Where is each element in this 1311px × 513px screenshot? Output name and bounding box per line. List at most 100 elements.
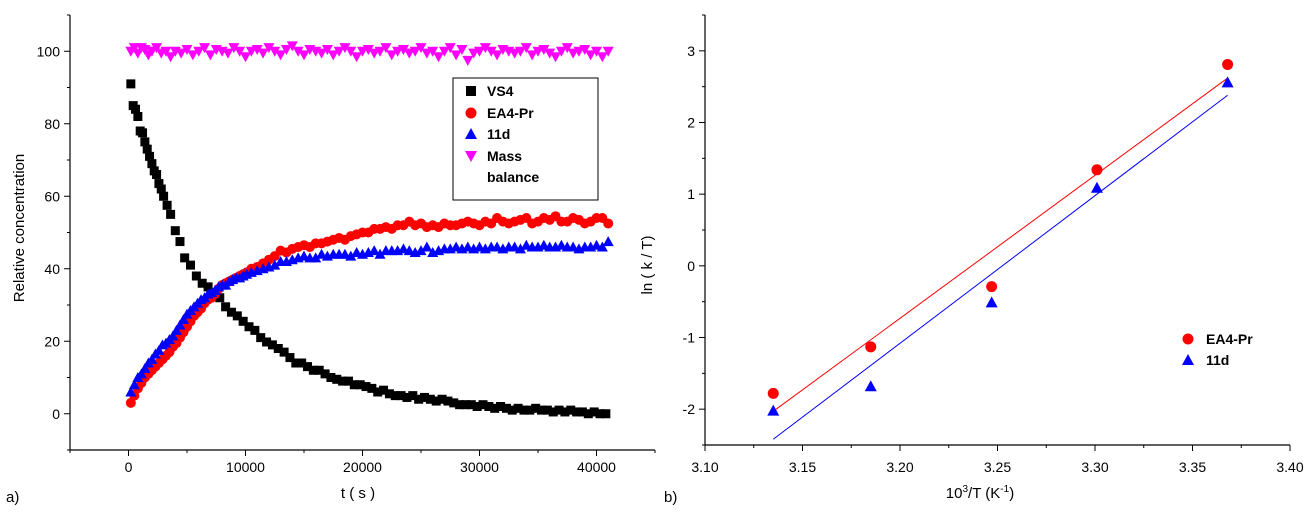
- panel-b-point: [1090, 181, 1103, 193]
- panel-a-legend-label: VS4: [487, 83, 514, 99]
- panel-a-point: [548, 407, 558, 417]
- panel-a-point: [316, 48, 328, 59]
- panel-b-marks: [767, 58, 1234, 440]
- panel-b-xlabel-base: 10: [946, 485, 963, 502]
- panel-b-point: [864, 380, 877, 392]
- panel-a-point: [159, 191, 169, 201]
- panel-a-point: [443, 396, 453, 406]
- panel-a-point: [174, 319, 186, 330]
- panel-a-ytick-label: 60: [44, 188, 60, 204]
- panel-a-point: [374, 46, 386, 57]
- panel-a-point: [408, 391, 418, 401]
- panel-b-xlabel-sup2: -1: [1000, 484, 1009, 495]
- panel-a-point: [437, 394, 447, 404]
- panel-a-point: [240, 52, 251, 63]
- panel-b-legend-marker: [1182, 354, 1194, 365]
- panel-b-ytick-label: 1: [687, 186, 695, 202]
- panel-b-point: [1091, 164, 1103, 176]
- panel-a-point: [585, 50, 597, 61]
- panel-a-ytick-label: 0: [52, 406, 60, 422]
- panel-a-point: [491, 50, 503, 61]
- panel-a-point: [345, 250, 357, 261]
- panel-a-point: [175, 48, 187, 59]
- panel-a-point: [140, 137, 150, 147]
- panel-a-point: [203, 282, 213, 292]
- panel-a-point: [250, 325, 260, 335]
- panel-a-series-1: [125, 211, 614, 408]
- panel-a-point: [338, 376, 348, 386]
- panel-a-point: [409, 46, 421, 57]
- panel-a-point: [414, 394, 424, 404]
- panel-a-point: [444, 43, 456, 54]
- panel-a-marks: [125, 41, 614, 419]
- panel-a-point: [269, 259, 281, 270]
- panel-a-point: [373, 387, 383, 397]
- panel-a-point: [291, 358, 301, 368]
- panel-a-point: [513, 403, 523, 413]
- panel-b-point: [767, 404, 780, 416]
- panel-a-series-2: [125, 236, 614, 397]
- panel-a-legend-marker: [465, 107, 477, 119]
- panel-b-point: [1221, 76, 1234, 88]
- panel-a-point: [285, 353, 295, 363]
- panel-a-point: [292, 46, 304, 57]
- panel-a-point: [462, 55, 474, 66]
- panel-a-point: [450, 50, 462, 61]
- panel-a-point: [135, 368, 147, 379]
- panel-a-point: [601, 409, 611, 419]
- panel-a-point: [256, 333, 266, 343]
- panel-b-ylabel-text: ln ( k / T): [639, 236, 656, 295]
- panel-a-point: [308, 365, 318, 375]
- panel-a-point: [180, 253, 190, 263]
- panel-b-ytick-label: 0: [687, 258, 695, 274]
- panel-a-point: [128, 43, 140, 54]
- panel-a-point: [526, 50, 538, 61]
- panel-a-point: [238, 316, 248, 326]
- panel-b-legend-label: 11d: [1206, 352, 1229, 368]
- panel-a-xlabel: t ( s ): [341, 485, 375, 502]
- panel-b-ticks: -2 -1 0 1 2 3 3.10 3.15 3.20 3.25 3.30 3.35 3.40: [683, 14, 1304, 475]
- panel-b-label: b): [664, 489, 677, 506]
- panel-a-point: [187, 50, 199, 61]
- panel-b-xlabel-sup: 3: [962, 484, 968, 495]
- panel-a-xtick-label: 0: [125, 459, 133, 475]
- panel-a-point: [478, 400, 488, 410]
- panel-a-ytick-label: 40: [44, 261, 60, 277]
- panel-a-point: [152, 170, 162, 179]
- panel-a-point: [343, 376, 353, 386]
- panel-a-point: [396, 391, 406, 401]
- panel-a-point: [303, 362, 313, 372]
- panel-b-xtick-label: 3.10: [691, 459, 718, 475]
- panel-a-legend-marker: [465, 128, 477, 139]
- panel-a-point: [531, 403, 541, 413]
- panel-b-xtick-label: 3.30: [1081, 459, 1108, 475]
- panel-a-ylabel: Relative concentration: [11, 154, 28, 302]
- panel-a-point: [126, 79, 136, 89]
- panel-a-point: [326, 373, 336, 382]
- panel-a-point: [490, 403, 500, 413]
- panel-a-point: [267, 340, 277, 350]
- panel-b-series-0: [767, 58, 1234, 412]
- panel-a-point: [427, 46, 439, 57]
- panel-a-xtick-label: 30000: [460, 459, 499, 475]
- panel-a-point: [596, 241, 608, 252]
- panel-a-ticks: 0 20 40 60 80 100 0 10000 20000 30000 40000: [37, 14, 656, 475]
- panel-a-point: [222, 48, 234, 59]
- panel-a-point: [431, 396, 441, 406]
- panel-a-point: [421, 241, 433, 252]
- panel-b-point: [1222, 58, 1234, 70]
- panel-a-point: [145, 151, 155, 161]
- panel-a-point: [496, 402, 506, 411]
- panel-a-point: [596, 52, 608, 63]
- panel-a-point: [221, 302, 231, 312]
- panel-a-point: [367, 383, 377, 393]
- panel-b-xlabel-mid: /T (K: [968, 485, 1000, 502]
- panel-b-ytick-label: 3: [687, 43, 695, 59]
- panel-a-point: [537, 405, 547, 415]
- panel-a-point: [438, 46, 450, 57]
- panel-a-point: [485, 46, 497, 57]
- panel-a-point: [484, 402, 494, 411]
- panel-a-point: [286, 41, 298, 52]
